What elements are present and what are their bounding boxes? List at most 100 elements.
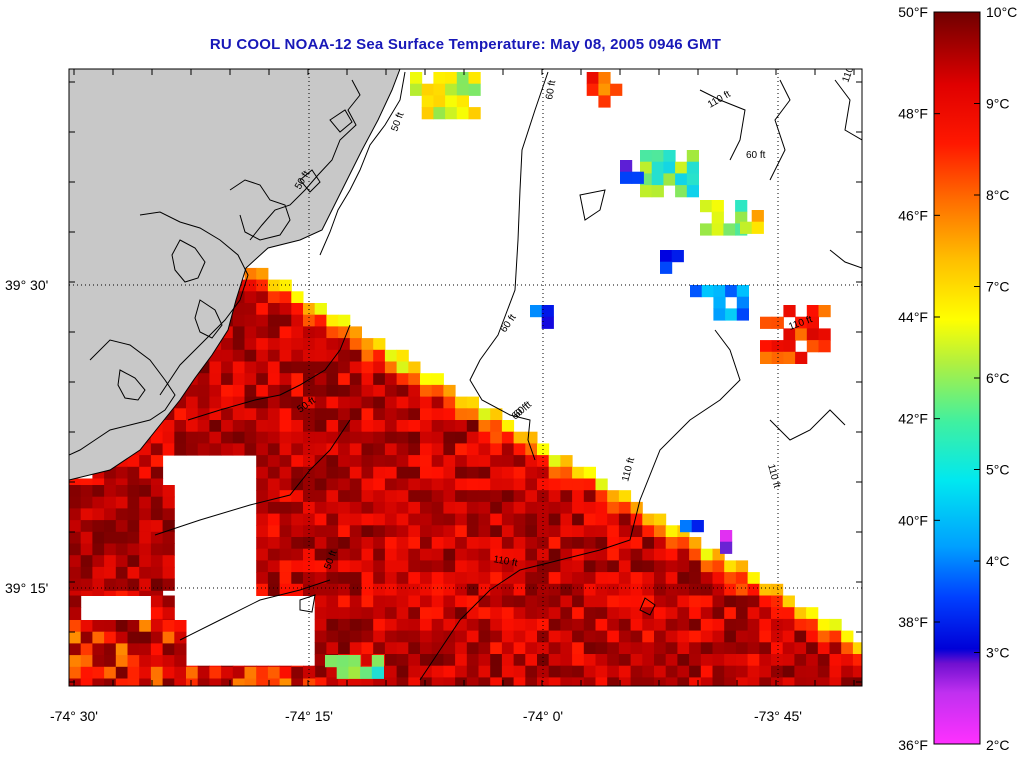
sst-pixel [771, 665, 784, 678]
sst-pixel [256, 490, 269, 503]
sst-pixel [267, 525, 281, 538]
sst-pixel [279, 678, 292, 686]
sst-pixel [572, 478, 585, 491]
sst-pixel [466, 595, 479, 608]
sst-pixel [420, 560, 433, 573]
sst-pixel [420, 525, 433, 538]
sst-pixel [478, 408, 491, 421]
sst-pixel [607, 607, 620, 620]
sst-pixel [338, 420, 351, 433]
sst-pixel [127, 666, 140, 679]
colorbar-fahrenheit-label: 46°F [898, 207, 928, 223]
sst-pixel [595, 513, 608, 526]
sst-pixel [501, 607, 515, 620]
sst-pixel [620, 160, 633, 173]
sst-pixel [513, 642, 526, 655]
sst-pixel [291, 583, 304, 596]
sst-pixel [443, 431, 456, 444]
sst-pixel [244, 326, 257, 339]
sst-pixel [162, 620, 175, 633]
sst-pixel [665, 537, 678, 550]
sst-pixel [303, 349, 316, 362]
sst-pixel [795, 351, 808, 364]
sst-pixel [782, 595, 795, 608]
sst-pixel [455, 654, 468, 667]
sst-pixel [431, 408, 444, 421]
sst-pixel [80, 566, 93, 580]
sst-pixel [256, 338, 269, 351]
sst-pixel [139, 543, 152, 556]
sst-pixel [640, 185, 653, 198]
sst-pixel [431, 618, 444, 632]
sst-pixel [349, 537, 362, 550]
sst-pixel [127, 508, 140, 521]
sst-pixel [806, 328, 819, 341]
sst-pixel [548, 583, 561, 596]
sst-pixel [712, 654, 725, 667]
sst-pixel [817, 677, 830, 686]
sst-pixel [303, 408, 316, 421]
sst-pixel [583, 677, 596, 686]
sst-pixel [586, 72, 599, 85]
sst-pixel [466, 396, 479, 409]
sst-pixel [490, 572, 503, 585]
sst-pixel [115, 566, 128, 580]
sst-pixel [174, 678, 187, 686]
sst-pixel [525, 607, 538, 620]
sst-pixel [525, 630, 538, 643]
sst-pixel [373, 361, 386, 374]
sst-pixel [291, 525, 304, 538]
colorbar-celsius-label: 2°C [986, 737, 1010, 753]
sst-pixel [338, 630, 351, 643]
sst-pixel [349, 384, 362, 398]
sst-pixel [607, 548, 620, 561]
sst-pixel [349, 513, 362, 526]
sst-pixel [642, 583, 655, 596]
sst-pixel [735, 595, 749, 608]
sst-pixel [326, 349, 339, 362]
sst-pixel [291, 338, 304, 351]
sst-pixel [466, 677, 479, 686]
sst-pixel [186, 396, 199, 409]
sst-pixel [279, 420, 292, 433]
sst-pixel [572, 490, 585, 503]
sst-pixel [572, 525, 585, 538]
sst-pixel [256, 572, 269, 585]
sst-pixel [466, 525, 479, 538]
sst-pixel [468, 72, 481, 85]
sst-pixel [572, 537, 585, 550]
sst-pixel [586, 83, 599, 96]
sst-pixel [291, 303, 304, 316]
sst-pixel [373, 595, 386, 608]
sst-pixel [209, 408, 222, 421]
sst-pixel [433, 72, 446, 85]
sst-pixel [326, 501, 339, 515]
sst-pixel [69, 566, 82, 580]
sst-pixel [689, 572, 702, 585]
sst-pixel [139, 455, 152, 468]
sst-pixel [675, 161, 688, 174]
sst-pixel [663, 173, 676, 186]
sst-pixel [817, 665, 830, 678]
sst-pixel [642, 618, 655, 632]
sst-pixel [560, 665, 573, 678]
sst-pixel [256, 384, 269, 398]
sst-pixel [794, 607, 807, 620]
sst-pixel [139, 643, 152, 656]
sst-pixel [583, 537, 596, 550]
sst-pixel [373, 642, 386, 655]
sst-pixel [548, 642, 561, 655]
sst-pixel [525, 654, 538, 667]
sst-pixel [607, 572, 620, 585]
sst-pixel [618, 642, 632, 655]
sst-pixel [677, 560, 690, 573]
sst-pixel [455, 572, 468, 585]
sst-pixel [607, 583, 620, 596]
sst-pixel [711, 211, 724, 224]
sst-pixel [537, 466, 550, 479]
sst-pixel [420, 513, 433, 526]
sst-pixel [162, 496, 175, 509]
sst-pixel [794, 654, 807, 667]
sst-pixel [490, 654, 503, 667]
sst-pixel [326, 513, 339, 526]
